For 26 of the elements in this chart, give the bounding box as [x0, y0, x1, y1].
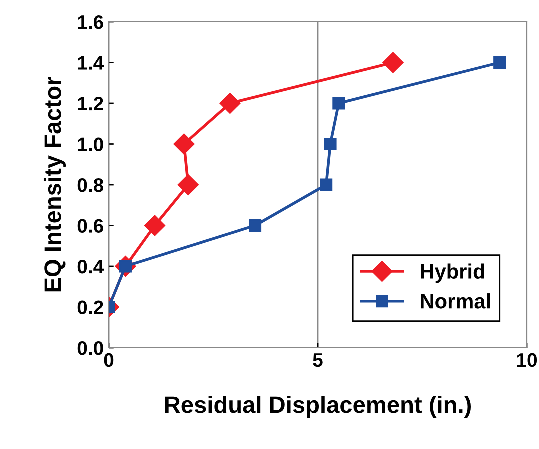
- point: [324, 138, 337, 150]
- x-tick-label: 0: [104, 353, 114, 368]
- x-tick-label: 10: [517, 353, 538, 368]
- point: [249, 220, 262, 232]
- point: [174, 134, 195, 155]
- y-tick-label: 0.4: [78, 260, 104, 274]
- y-axis-title: EQ Intensity Factor: [44, 77, 66, 292]
- y-tick-label: 1.6: [78, 15, 104, 30]
- y-tick-label: 1.4: [78, 56, 104, 70]
- y-tick-label: 0.6: [78, 219, 104, 233]
- x-axis-title: Residual Displacement (in.): [165, 396, 471, 418]
- point: [144, 215, 166, 236]
- point: [382, 52, 404, 74]
- point: [332, 97, 346, 110]
- x-tick-label: 5: [313, 354, 323, 368]
- point: [320, 178, 333, 192]
- y-tick-label: 1.2: [78, 96, 104, 111]
- y-tick-label: 0.2: [78, 300, 104, 314]
- legend-label: Hybrid: [421, 264, 484, 284]
- y-tick-label: 0.0: [78, 341, 104, 356]
- y-tick-label: 1.0: [78, 138, 104, 152]
- point: [178, 174, 199, 196]
- point: [220, 92, 241, 114]
- legend-label: Normal: [421, 294, 490, 309]
- point: [494, 56, 506, 69]
- y-tick-label: 0.8: [78, 178, 104, 192]
